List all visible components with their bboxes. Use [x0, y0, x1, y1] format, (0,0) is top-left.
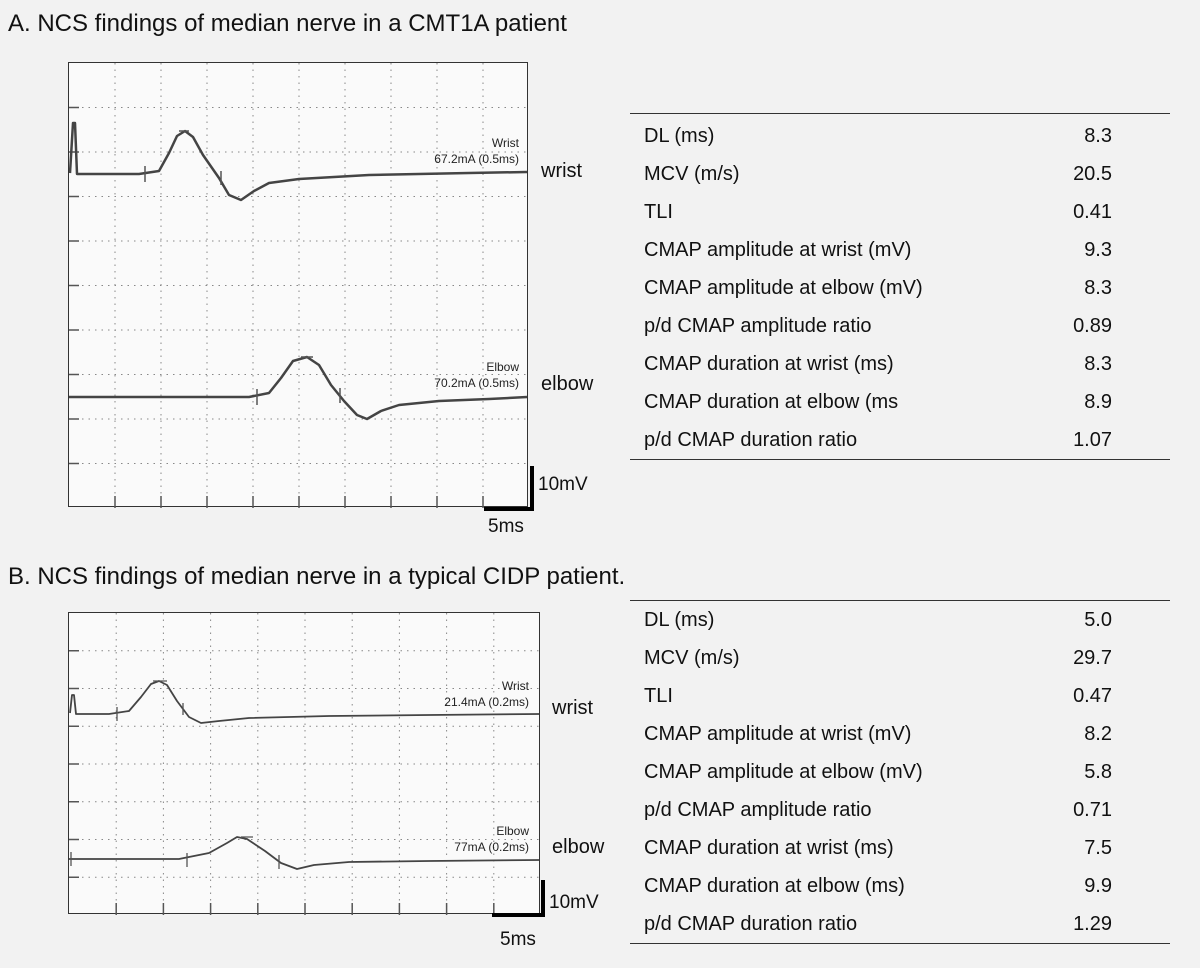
table-row: DL (ms) 5.0 — [630, 603, 1170, 641]
table-row-value: 29.7 — [1073, 647, 1112, 669]
table-row: CMAP amplitude at elbow (mV) 5.8 — [630, 755, 1170, 793]
panel-a-trace-box: Wrist 67.2mA (0.5ms) Elbow 70.2mA (0.5ms… — [68, 62, 529, 508]
table-row-value: 0.47 — [1073, 685, 1112, 707]
table-row-label: CMAP amplitude at wrist (mV) — [644, 723, 912, 745]
table-row-label: TLI — [644, 685, 673, 707]
table-row-value: 1.07 — [1073, 429, 1112, 451]
table-row: DL (ms) 8.3 — [630, 119, 1170, 157]
table-row: p/d CMAP duration ratio 1.07 — [630, 423, 1170, 461]
table-row-label: MCV (m/s) — [644, 647, 740, 669]
table-row-value: 1.29 — [1073, 913, 1112, 935]
panel-a-elbow-stim-label: Elbow 70.2mA (0.5ms) — [434, 359, 519, 391]
panel-b-time-scale-bar — [492, 913, 545, 917]
table-row-label: TLI — [644, 201, 673, 223]
table-row: CMAP duration at elbow (ms 8.9 — [630, 385, 1170, 423]
panel-b-time-scale: 5ms — [500, 929, 536, 950]
table-row: CMAP amplitude at elbow (mV) 8.3 — [630, 271, 1170, 309]
table-row-value: 0.71 — [1073, 799, 1112, 821]
table-row: MCV (m/s) 20.5 — [630, 157, 1170, 195]
panel-b-results-table: DL (ms) 5.0 MCV (m/s) 29.7 TLI 0.47 CMAP ampli… — [630, 600, 1170, 944]
table-row-value: 0.41 — [1073, 201, 1112, 223]
panel-b-elbow-stim: 77mA (0.2ms) — [454, 840, 529, 854]
panel-b-wrist-waveform — [69, 680, 540, 724]
table-row-label: MCV (m/s) — [644, 163, 740, 185]
panel-a-time-scale-bar — [484, 507, 534, 511]
panel-a-results-table: DL (ms) 8.3 MCV (m/s) 20.5 TLI 0.41 CMAP ampli… — [630, 113, 1170, 460]
table-row: MCV (m/s) 29.7 — [630, 641, 1170, 679]
table-row: CMAP amplitude at wrist (mV) 9.3 — [630, 233, 1170, 271]
table-row-value: 20.5 — [1073, 163, 1112, 185]
panel-b-trace-svg — [69, 613, 541, 915]
table-row-label: p/d CMAP duration ratio — [644, 429, 858, 451]
panel-b-amplitude-scale-bar — [541, 880, 545, 917]
panel-b-elbow-site: Elbow — [496, 824, 529, 838]
panel-a-wrist-stim-label: Wrist 67.2mA (0.5ms) — [434, 135, 519, 167]
panel-a-wrist-stim: 67.2mA (0.5ms) — [434, 152, 519, 166]
table-row: TLI 0.41 — [630, 195, 1170, 233]
table-row: p/d CMAP duration ratio 1.29 — [630, 907, 1170, 945]
panel-a-amplitude-scale-bar — [530, 466, 534, 511]
panel-b-elbow-waveform — [69, 836, 540, 870]
table-row: CMAP duration at elbow (ms) 9.9 — [630, 869, 1170, 907]
table-row-label: p/d CMAP amplitude ratio — [644, 315, 872, 337]
panel-b-elbow-markers — [70, 836, 280, 869]
panel-b-amplitude-scale: 10mV — [549, 892, 599, 913]
panel-b-wrist-markers — [116, 680, 184, 721]
table-row-value: 8.3 — [1084, 353, 1112, 375]
table-row-label: CMAP duration at wrist (ms) — [644, 353, 894, 375]
table-row-label: CMAP duration at elbow (ms — [644, 391, 899, 413]
table-row-value: 5.0 — [1084, 609, 1112, 631]
table-row-label: CMAP duration at elbow (ms) — [644, 875, 905, 897]
panel-a-trace-svg — [69, 63, 529, 508]
panel-a-elbow-site: Elbow — [486, 360, 519, 374]
panel-a-wrist-site: Wrist — [491, 136, 519, 150]
table-row-value: 8.2 — [1084, 723, 1112, 745]
table-row-value: 5.8 — [1084, 761, 1112, 783]
panel-b-elbow-stim-label: Elbow 77mA (0.2ms) — [454, 823, 529, 855]
table-row: CMAP duration at wrist (ms) 8.3 — [630, 347, 1170, 385]
panel-b-grid — [69, 613, 541, 915]
table-row-value: 0.89 — [1073, 315, 1112, 337]
panel-a-grid — [69, 63, 529, 508]
panel-a-amplitude-scale: 10mV — [538, 474, 588, 495]
table-row: CMAP amplitude at wrist (mV) 8.2 — [630, 717, 1170, 755]
panel-a-wrist-markers — [144, 130, 222, 185]
table-row: TLI 0.47 — [630, 679, 1170, 717]
panel-b-wrist-name: wrist — [552, 697, 594, 719]
table-row: CMAP duration at wrist (ms) 7.5 — [630, 831, 1170, 869]
panel-b-trace-box: Wrist 21.4mA (0.2ms) Elbow 77mA (0.2ms) — [68, 612, 541, 915]
panel-a-wrist-name: wrist — [541, 160, 583, 182]
table-row: p/d CMAP amplitude ratio 0.89 — [630, 309, 1170, 347]
table-row-value: 8.3 — [1084, 277, 1112, 299]
table-row-value: 9.9 — [1084, 875, 1112, 897]
table-row-label: DL (ms) — [644, 609, 715, 631]
panel-a-elbow-name: elbow — [541, 373, 594, 395]
panel-b-title: B. NCS findings of median nerve in a typ… — [8, 563, 626, 590]
panel-a-title: A. NCS findings of median nerve in a CMT… — [8, 10, 567, 37]
table-row-value: 8.3 — [1084, 125, 1112, 147]
table-row-value: 8.9 — [1084, 391, 1112, 413]
table-row-value: 7.5 — [1084, 837, 1112, 859]
table-row-label: DL (ms) — [644, 125, 715, 147]
panel-b-wrist-stim: 21.4mA (0.2ms) — [444, 695, 529, 709]
table-row-label: p/d CMAP duration ratio — [644, 913, 858, 935]
panel-b-wrist-stim-label: Wrist 21.4mA (0.2ms) — [444, 678, 529, 710]
panel-a-time-scale: 5ms — [488, 516, 524, 537]
table-row-label: CMAP amplitude at wrist (mV) — [644, 239, 912, 261]
panel-a-elbow-waveform — [69, 355, 528, 421]
table-row-label: CMAP duration at wrist (ms) — [644, 837, 894, 859]
panel-a-wrist-waveform — [69, 121, 528, 202]
panel-b-wrist-site: Wrist — [501, 679, 529, 693]
panel-b-elbow-name: elbow — [552, 836, 605, 858]
table-row-label: CMAP amplitude at elbow (mV) — [644, 277, 923, 299]
table-row: p/d CMAP amplitude ratio 0.71 — [630, 793, 1170, 831]
table-row-label: p/d CMAP amplitude ratio — [644, 799, 872, 821]
panel-a-elbow-stim: 70.2mA (0.5ms) — [434, 376, 519, 390]
panel-a-elbow-markers — [256, 356, 341, 405]
table-row-label: CMAP amplitude at elbow (mV) — [644, 761, 923, 783]
table-row-value: 9.3 — [1084, 239, 1112, 261]
